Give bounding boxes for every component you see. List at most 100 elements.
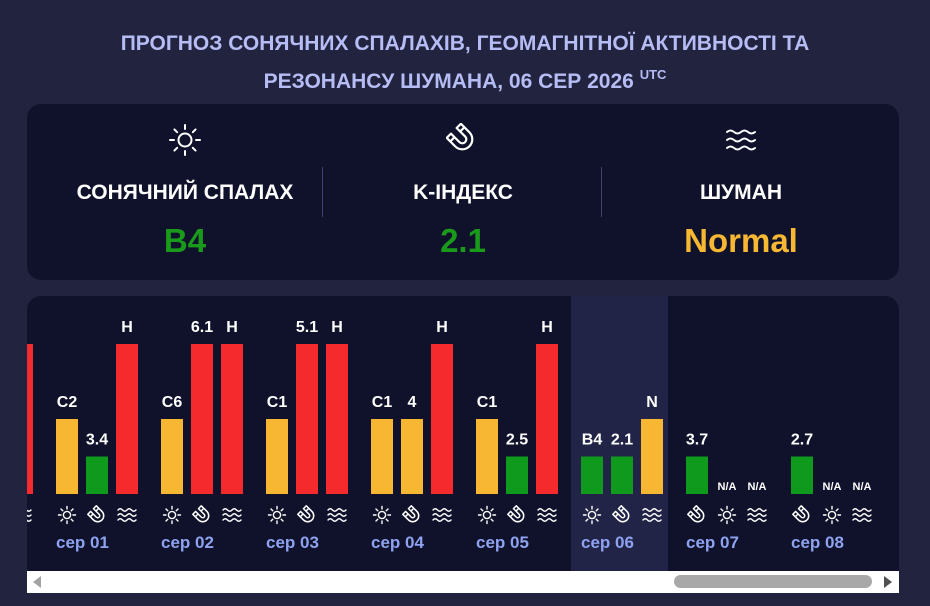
bar-schumann <box>641 419 663 494</box>
waves-icon <box>726 129 756 151</box>
bar-label-kindex: 3.4 <box>86 432 108 449</box>
sun-icon <box>582 505 602 525</box>
bar-schumann <box>536 344 558 494</box>
divider <box>322 167 323 217</box>
summary-kindex: K-ІНДЕКС 2.1 <box>318 104 608 280</box>
timezone-label: UTC <box>639 67 667 82</box>
bar-label-schumann: N/A <box>748 481 767 493</box>
bar-label-kindex: 6.1 <box>191 319 213 336</box>
bar-label-schumann: N/A <box>853 481 872 493</box>
bar-label-kindex: 3.7 <box>686 432 708 449</box>
waves-icon <box>327 508 347 522</box>
bar-schumann <box>221 344 243 494</box>
day-label: сер 08 <box>791 533 844 552</box>
summary-flare: СОНЯЧНИЙ СПАЛАХ B4 <box>40 104 330 280</box>
sun-icon <box>57 505 77 525</box>
waves-icon <box>852 508 872 522</box>
sun-icon <box>169 124 201 156</box>
waves-icon <box>27 509 32 522</box>
scroll-thumb[interactable] <box>674 575 872 588</box>
bar-kindex <box>401 419 423 494</box>
scroll-right-arrow-icon[interactable] <box>884 576 892 588</box>
bar-label-kindex: 4 <box>408 394 417 411</box>
bar-label-kindex: 2.1 <box>611 432 633 449</box>
bar-kindex <box>611 456 633 494</box>
bar-label-kindex: 2.5 <box>506 432 528 449</box>
summary-schumann: ШУМАН Normal <box>596 104 886 280</box>
bar-label-kindex: 2.7 <box>791 432 813 449</box>
bar-schumann <box>431 344 453 494</box>
bar-label-flare: C1 <box>267 394 288 411</box>
title-text: РЕЗОНАНСУ ШУМАНА, 06 СЕР 2026 <box>263 70 634 93</box>
bar-label-schumann: H <box>121 319 133 336</box>
bar-kindex <box>191 344 213 494</box>
day-label: сер 04 <box>371 533 424 552</box>
bar-label-flare: C1 <box>372 394 393 411</box>
bar-schumann <box>116 344 138 494</box>
bar-label-flare: N/A <box>823 481 842 493</box>
bar-schumann <box>27 344 33 494</box>
bar-flare <box>266 419 288 494</box>
title-line-2: РЕЗОНАНСУ ШУМАНА, 06 СЕР 2026 UTC <box>0 59 930 97</box>
day-label: сер 07 <box>686 533 739 552</box>
bar-kindex <box>686 456 708 494</box>
sun-icon <box>717 505 737 525</box>
divider <box>601 167 602 217</box>
bar-label-schumann: H <box>226 319 238 336</box>
flare-value: B4 <box>163 222 207 259</box>
bar-label-schumann: N <box>646 394 658 411</box>
waves-icon <box>432 508 452 522</box>
bar-label-schumann: H <box>436 319 448 336</box>
day-label: сер 05 <box>476 533 529 552</box>
bar-kindex <box>506 456 528 494</box>
magnet-icon <box>792 505 810 523</box>
bar-label-flare: N/A <box>718 481 737 493</box>
waves-icon <box>537 508 557 522</box>
magnet-icon <box>297 505 315 523</box>
magnet-icon <box>446 123 474 151</box>
bar-kindex <box>791 456 813 494</box>
sun-icon <box>162 505 182 525</box>
bar-label-flare: C2 <box>57 394 78 411</box>
bar-flare <box>161 419 183 494</box>
day-label: сер 03 <box>266 533 319 552</box>
kindex-value: 2.1 <box>440 222 486 259</box>
bar-flare <box>581 456 603 494</box>
bar-label-schumann: H <box>541 319 553 336</box>
bar-label-flare: C6 <box>162 394 183 411</box>
day-label: сер 01 <box>56 533 109 552</box>
bar-schumann <box>326 344 348 494</box>
bar-label-schumann: H <box>27 319 28 336</box>
waves-icon <box>747 508 767 522</box>
day-label: сер 02 <box>161 533 214 552</box>
bar-flare <box>56 419 78 494</box>
bar-flare <box>371 419 393 494</box>
day-label: сер 06 <box>581 533 634 552</box>
sun-icon <box>477 505 497 525</box>
schumann-value: Normal <box>684 222 798 259</box>
sun-icon <box>372 505 392 525</box>
bar-label-flare: C1 <box>477 394 498 411</box>
kindex-label: K-ІНДЕКС <box>413 181 513 204</box>
page-title: ПРОГНОЗ СОНЯЧНИХ СПАЛАХІВ, ГЕОМАГНІТНОЇ … <box>0 28 930 97</box>
waves-icon <box>222 508 242 522</box>
schumann-label: ШУМАН <box>700 181 782 204</box>
flare-label: СОНЯЧНИЙ СПАЛАХ <box>76 181 294 204</box>
magnet-icon <box>192 505 210 523</box>
bar-flare <box>476 419 498 494</box>
magnet-icon <box>612 505 630 523</box>
horizontal-scrollbar[interactable] <box>27 571 899 593</box>
magnet-icon <box>687 505 705 523</box>
magnet-icon <box>87 505 105 523</box>
bar-kindex <box>86 456 108 494</box>
scroll-left-arrow-icon[interactable] <box>33 576 41 588</box>
bar-label-flare: B4 <box>582 432 603 449</box>
bar-label-kindex: 5.1 <box>296 319 318 336</box>
waves-icon <box>117 508 137 522</box>
magnet-icon <box>402 505 420 523</box>
magnet-icon <box>507 505 525 523</box>
waves-icon <box>642 508 662 522</box>
bar-label-schumann: H <box>331 319 343 336</box>
